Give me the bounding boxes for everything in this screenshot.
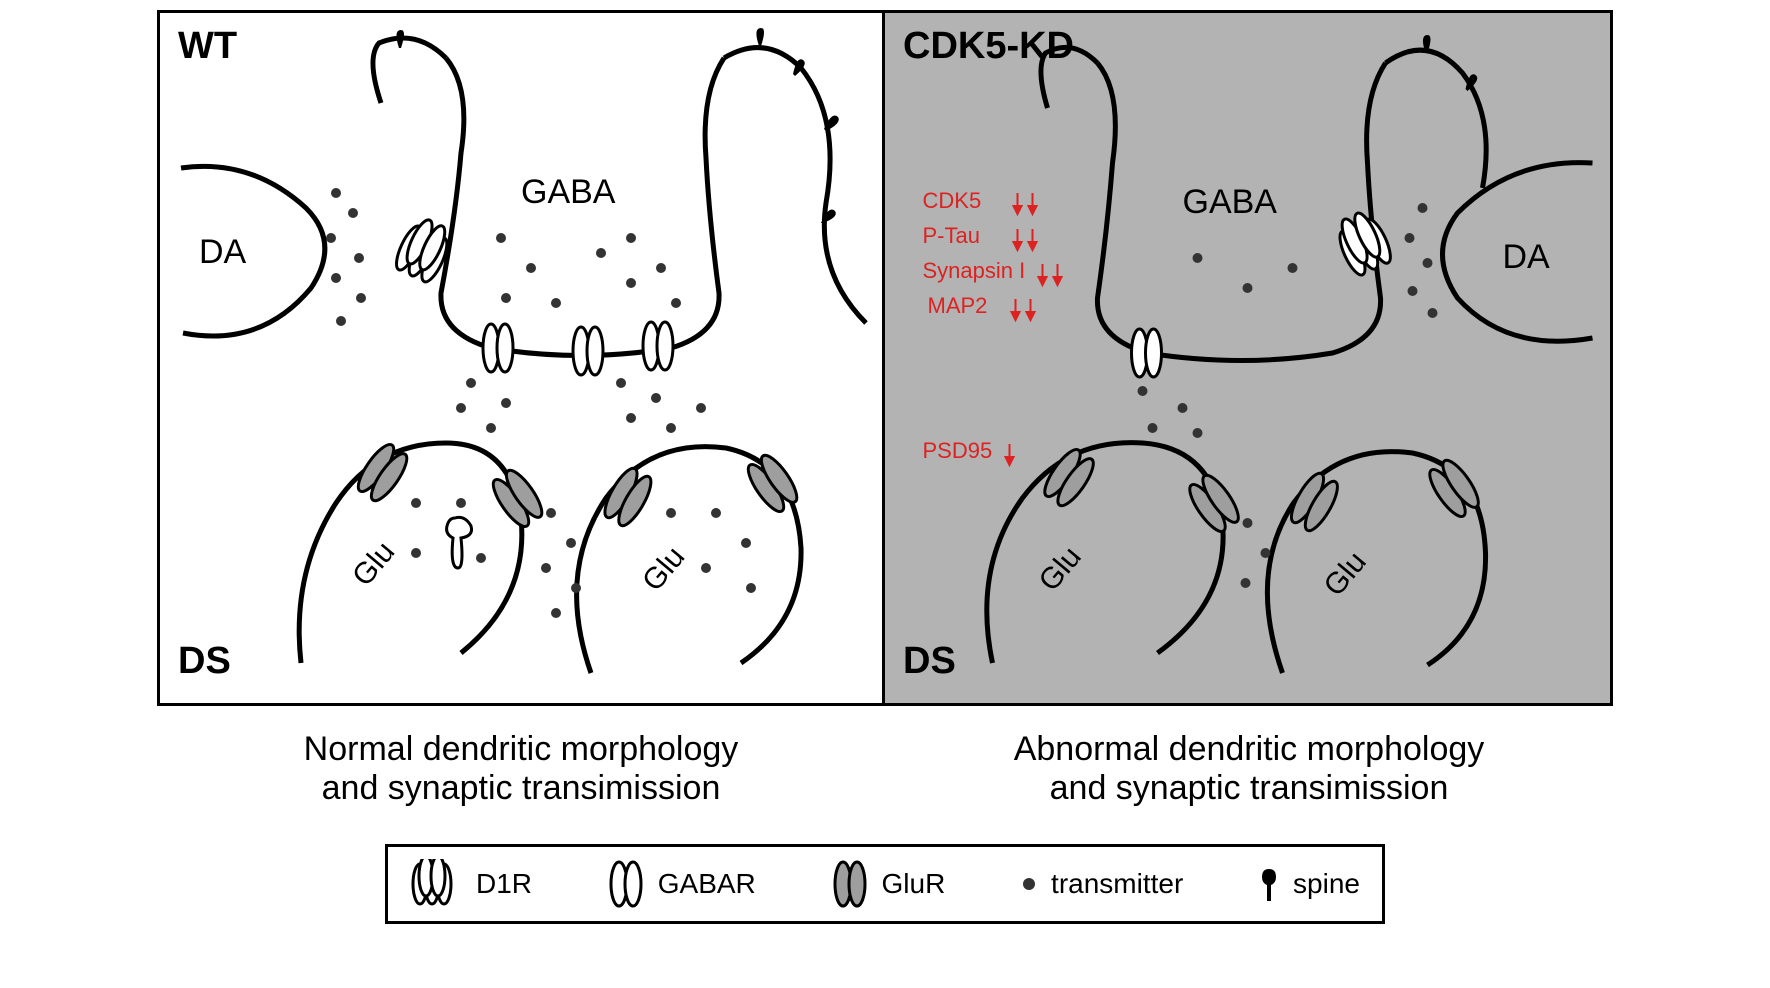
marker-list: CDK5 P-Tau Synapsin I MAP2 PSD95	[923, 188, 1062, 465]
glu-label-left1: Glu	[346, 536, 401, 593]
panel-wt-svg: GABA DA Glu Glu	[160, 13, 882, 703]
gaba-label-right: GABA	[1183, 183, 1278, 221]
panel-cdk5kd: CDK5-KD DS GABA DA Glu	[885, 13, 1610, 703]
panel-wt: WT DS GABA DA	[160, 13, 885, 703]
marker-ptau: P-Tau	[923, 223, 980, 248]
legend-transmitter: transmitter	[1019, 868, 1183, 900]
legend-glur-label: GluR	[882, 868, 946, 900]
caption-left: Normal dendritic morphology and synaptic…	[157, 706, 885, 844]
legend-d1r-label: D1R	[476, 868, 532, 900]
marker-syn: Synapsin I	[923, 258, 1026, 283]
marker-cdk5: CDK5	[923, 188, 982, 213]
dots-da-left	[326, 188, 366, 326]
marker-map2: MAP2	[928, 293, 988, 318]
panels-row: WT DS GABA DA	[157, 10, 1613, 706]
legend-transmitter-label: transmitter	[1051, 868, 1183, 900]
caption-left-l1: Normal dendritic morphology	[304, 730, 739, 768]
gaba-label-left: GABA	[521, 173, 616, 211]
captions-row: Normal dendritic morphology and synaptic…	[157, 706, 1613, 844]
legend-d1r: D1R	[410, 859, 532, 909]
caption-right: Abnormal dendritic morphology and synapt…	[885, 706, 1613, 844]
marker-psd95: PSD95	[923, 438, 993, 463]
caption-left-l2: and synaptic transimission	[322, 769, 721, 807]
glu-label-left2: Glu	[636, 541, 691, 598]
legend-spine-label: spine	[1293, 868, 1360, 900]
legend-gabar-label: GABAR	[658, 868, 756, 900]
legend-box: D1R GABAR GluR transmitter spine	[385, 844, 1385, 924]
glu-label-r1: Glu	[1033, 541, 1088, 598]
legend-glur: GluR	[830, 859, 946, 909]
da-label-right: DA	[1503, 238, 1551, 276]
d1r-icon	[1331, 207, 1395, 278]
caption-right-l1: Abnormal dendritic morphology	[1014, 730, 1485, 768]
da-label-left: DA	[199, 233, 247, 271]
legend-spine: spine	[1257, 865, 1360, 903]
gabar-icon	[1132, 329, 1162, 377]
glu-label-r2: Glu	[1318, 546, 1373, 603]
panel-cdk5-svg: GABA DA Glu Glu CDK5 P-Tau Synapsin I MA…	[885, 13, 1610, 703]
gabar-icon	[483, 324, 513, 372]
legend-gabar: GABAR	[606, 859, 756, 909]
glur-icon	[1039, 445, 1099, 510]
caption-right-l2: and synaptic transimission	[1050, 769, 1449, 807]
